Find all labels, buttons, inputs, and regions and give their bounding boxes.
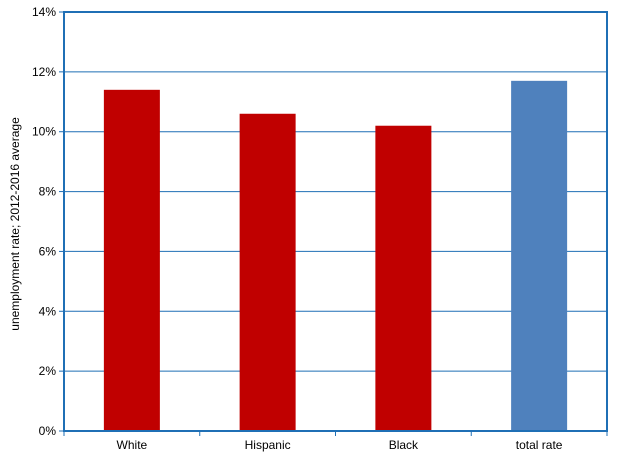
- y-axis-title: unemployment rate; 2012-2016 average: [8, 117, 22, 331]
- x-tick-labels: White Hispanic Black total rate: [117, 438, 563, 452]
- y-tick-label: 0%: [39, 424, 57, 438]
- y-tick-label: 10%: [32, 125, 56, 139]
- bars: [103, 80, 568, 432]
- y-tick-label: 12%: [32, 65, 56, 79]
- x-tick-label: Hispanic: [245, 438, 291, 452]
- y-tick-label: 6%: [39, 244, 57, 258]
- x-tick-label: total rate: [516, 438, 563, 452]
- axes: [59, 11, 608, 436]
- bar-total-rate: [511, 80, 568, 431]
- y-tick-labels: 0% 2% 4% 6% 8% 10% 12% 14%: [32, 5, 56, 438]
- y-tick-label: 4%: [39, 304, 57, 318]
- bar-white: [103, 89, 160, 432]
- bar-black: [375, 125, 432, 431]
- bar-hispanic: [239, 113, 296, 431]
- x-tick-label: Black: [389, 438, 419, 452]
- x-tick-label: White: [117, 438, 148, 452]
- y-tick-label: 8%: [39, 185, 57, 199]
- y-tick-label: 14%: [32, 5, 56, 19]
- y-tick-label: 2%: [39, 364, 57, 378]
